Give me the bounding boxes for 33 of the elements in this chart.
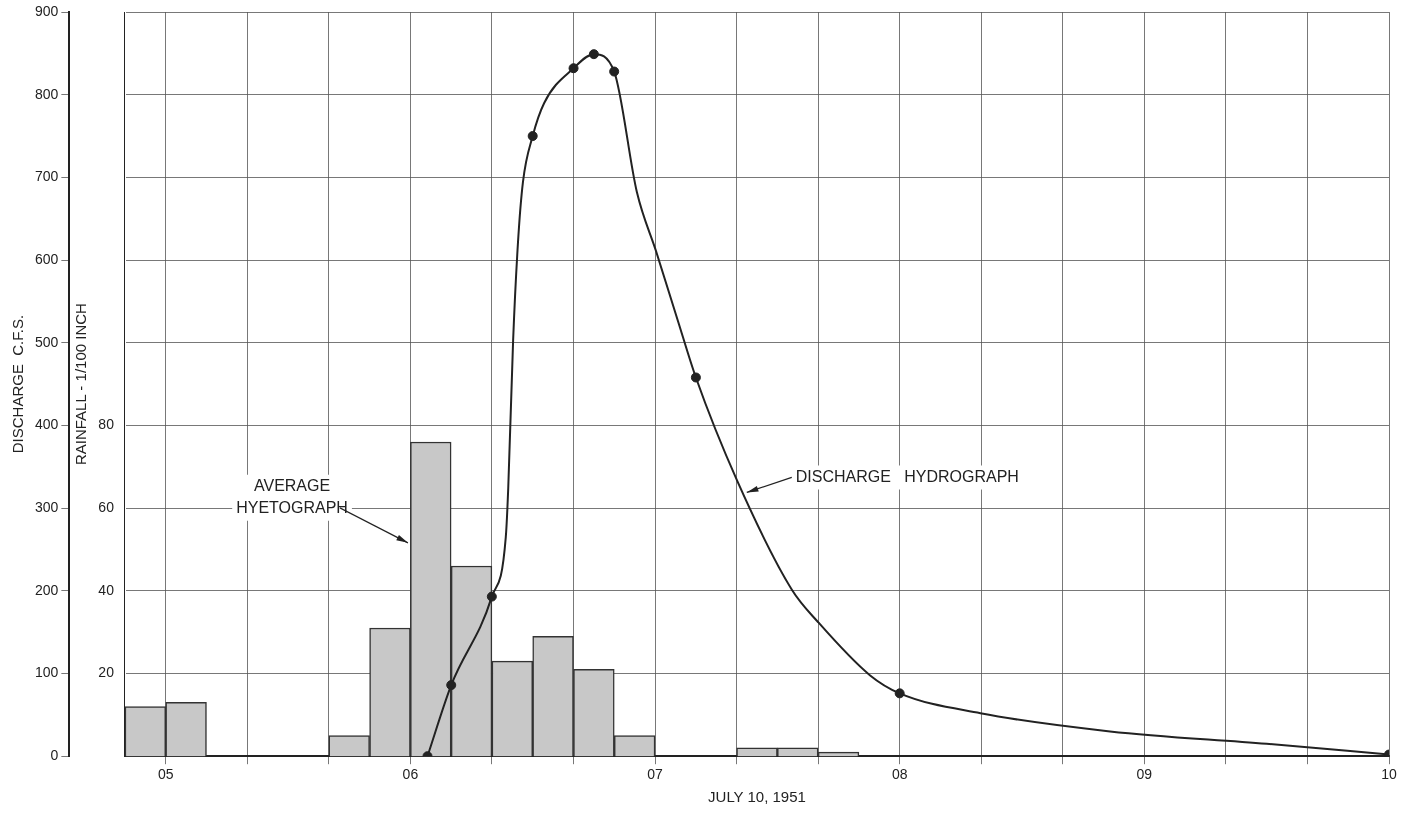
y-tick-label: 700 (35, 168, 59, 185)
point (588, 49, 599, 60)
x-tick-label: 07 (647, 766, 664, 783)
y-tick-label: 200 (35, 581, 59, 598)
y2-tick-label: 20 (98, 664, 115, 681)
y2-tick-label: 60 (98, 498, 115, 515)
y-tick-label: 0 (50, 747, 59, 764)
point (568, 63, 579, 74)
x-axis-title: JULY 10, 1951 (708, 788, 806, 806)
annotation: AVERAGE HYETOGRAPH (236, 477, 348, 517)
x-tick-label: 08 (891, 766, 908, 783)
point (486, 591, 497, 602)
y-tick-label: 900 (35, 2, 59, 19)
point (609, 66, 620, 77)
x-tick-label: 09 (1136, 766, 1153, 783)
point (894, 688, 905, 699)
y-tick-label: 400 (35, 416, 59, 433)
y2-tick-label: 40 (98, 581, 115, 598)
point (446, 680, 457, 691)
x-tick-label: 05 (157, 766, 174, 783)
y-tick-label: 500 (35, 333, 59, 350)
y-tick-label: 800 (35, 85, 59, 102)
y-axis-title: DISCHARGE C.F.S. (9, 314, 27, 454)
x-tick-label: 10 (1381, 766, 1397, 783)
annotation: DISCHARGE HYDROGRAPH (795, 467, 1019, 485)
y2-axis-title: RAINFALL - 1/100 INCH (72, 303, 90, 466)
y2-tick-label: 80 (98, 416, 115, 433)
y-tick-label: 300 (35, 498, 59, 515)
x-tick-label: 06 (402, 766, 419, 783)
y-tick-label: 100 (35, 664, 59, 681)
point (690, 372, 701, 383)
y-tick-label: 600 (35, 250, 59, 267)
point (527, 131, 538, 142)
